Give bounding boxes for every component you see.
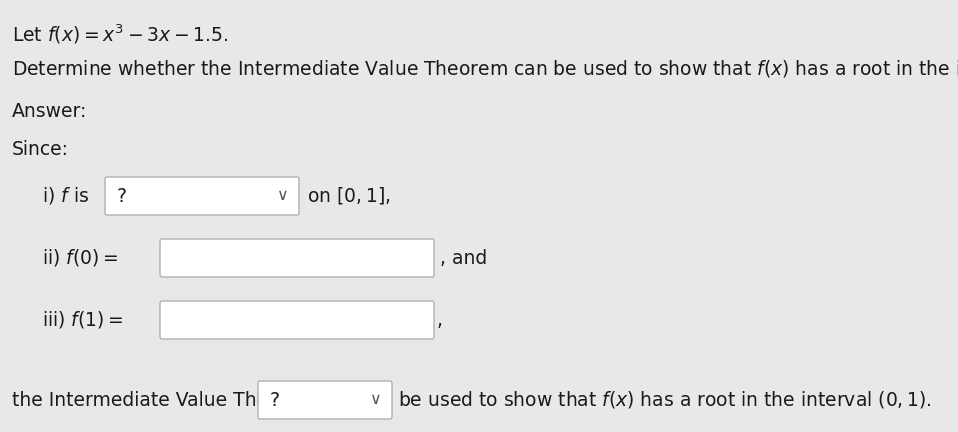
Text: the Intermediate Value Theorem: the Intermediate Value Theorem [12, 391, 317, 410]
Text: ,: , [437, 311, 443, 330]
Text: Determine whether the Intermediate Value Theorem can be used to show that $f(x)$: Determine whether the Intermediate Value… [12, 58, 958, 79]
Text: ii) $f(0) =$: ii) $f(0) =$ [42, 248, 118, 269]
Text: be used to show that $f(x)$ has a root in the interval $(0, 1)$.: be used to show that $f(x)$ has a root i… [398, 390, 932, 410]
Text: , and: , and [440, 248, 488, 267]
Text: i) $f$ is: i) $f$ is [42, 185, 89, 206]
FancyBboxPatch shape [160, 301, 434, 339]
Text: ?: ? [117, 187, 127, 206]
Text: on $[0, 1]$,: on $[0, 1]$, [307, 185, 391, 206]
Text: Answer:: Answer: [12, 102, 87, 121]
FancyBboxPatch shape [160, 239, 434, 277]
Text: ∨: ∨ [277, 188, 289, 203]
Text: ?: ? [270, 391, 280, 410]
FancyBboxPatch shape [105, 177, 299, 215]
Text: Let $f(x) = x^3 - 3x - 1.5$.: Let $f(x) = x^3 - 3x - 1.5$. [12, 22, 228, 45]
Text: iii) $f(1) =$: iii) $f(1) =$ [42, 309, 124, 330]
FancyBboxPatch shape [258, 381, 392, 419]
Text: Since:: Since: [12, 140, 69, 159]
Text: ∨: ∨ [370, 393, 382, 407]
